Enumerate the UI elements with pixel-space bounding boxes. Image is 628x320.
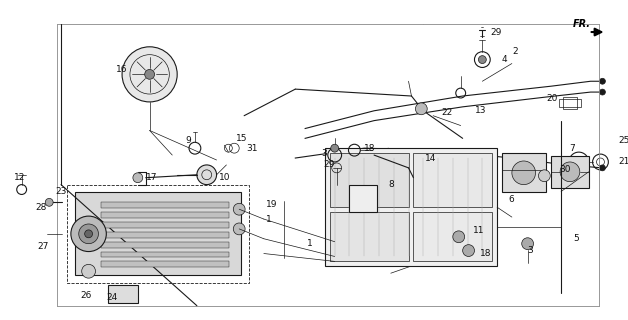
Bar (413, 153, 492, 207)
Circle shape (233, 203, 245, 215)
Text: 30: 30 (559, 165, 571, 174)
Text: 25: 25 (618, 136, 628, 145)
Bar (108, 285, 138, 303)
Circle shape (45, 198, 53, 206)
Text: 31: 31 (246, 144, 257, 153)
Bar (413, 212, 492, 261)
Text: 26: 26 (81, 291, 92, 300)
Text: 12: 12 (14, 173, 25, 182)
Bar (502, 153, 546, 193)
Bar (101, 232, 229, 238)
Text: 29: 29 (490, 28, 502, 36)
Circle shape (538, 170, 550, 182)
Text: 20: 20 (546, 94, 558, 103)
Text: 21: 21 (618, 157, 628, 166)
Text: 13: 13 (475, 106, 486, 115)
Text: 9: 9 (185, 136, 191, 145)
Bar (101, 222, 229, 228)
Circle shape (71, 216, 106, 252)
Circle shape (479, 56, 486, 64)
Circle shape (122, 47, 177, 102)
Text: 15: 15 (236, 134, 248, 143)
Text: 4: 4 (502, 55, 507, 64)
Circle shape (82, 264, 95, 278)
Circle shape (197, 165, 217, 185)
Circle shape (331, 144, 338, 152)
Text: 16: 16 (116, 65, 127, 74)
Text: 28: 28 (35, 203, 47, 212)
Text: 22: 22 (441, 108, 452, 117)
Circle shape (463, 245, 475, 256)
Text: 24: 24 (106, 293, 117, 302)
Bar (101, 212, 229, 218)
Text: 19: 19 (266, 200, 278, 209)
Bar (330, 153, 409, 207)
Bar (330, 212, 409, 261)
Text: 17: 17 (146, 173, 157, 182)
Circle shape (85, 230, 92, 238)
Bar (349, 185, 377, 212)
Text: 18: 18 (480, 249, 492, 258)
Bar (551, 156, 588, 188)
Text: 3: 3 (528, 246, 533, 255)
Circle shape (133, 173, 143, 183)
Text: 1: 1 (307, 239, 313, 248)
Circle shape (522, 238, 534, 250)
Text: 29: 29 (323, 160, 334, 169)
Circle shape (78, 224, 99, 244)
Text: 14: 14 (425, 154, 436, 163)
Circle shape (600, 78, 605, 84)
Bar (563, 97, 577, 109)
Circle shape (233, 223, 245, 235)
Text: 3: 3 (321, 148, 327, 158)
Text: 23: 23 (55, 187, 67, 196)
Circle shape (512, 161, 536, 185)
Bar (101, 202, 229, 208)
Text: FR.: FR. (573, 19, 591, 29)
Circle shape (144, 69, 154, 79)
Bar (325, 148, 497, 266)
Circle shape (600, 89, 605, 95)
Polygon shape (369, 148, 389, 163)
Bar (67, 185, 249, 283)
Text: 7: 7 (569, 144, 575, 153)
Text: 1: 1 (266, 215, 271, 224)
Circle shape (600, 165, 605, 171)
Bar (559, 99, 581, 107)
Text: 10: 10 (219, 173, 230, 182)
Bar (101, 252, 229, 258)
Text: 6: 6 (508, 195, 514, 204)
Text: 27: 27 (38, 242, 49, 251)
Circle shape (560, 162, 580, 182)
Text: 8: 8 (389, 180, 394, 189)
Text: 2: 2 (512, 47, 517, 56)
Text: 5: 5 (573, 234, 578, 243)
Polygon shape (75, 193, 241, 275)
Bar (101, 261, 229, 267)
Text: 11: 11 (472, 226, 484, 236)
Circle shape (453, 231, 465, 243)
Bar (101, 242, 229, 248)
Circle shape (415, 103, 427, 115)
Text: 18: 18 (364, 144, 376, 153)
